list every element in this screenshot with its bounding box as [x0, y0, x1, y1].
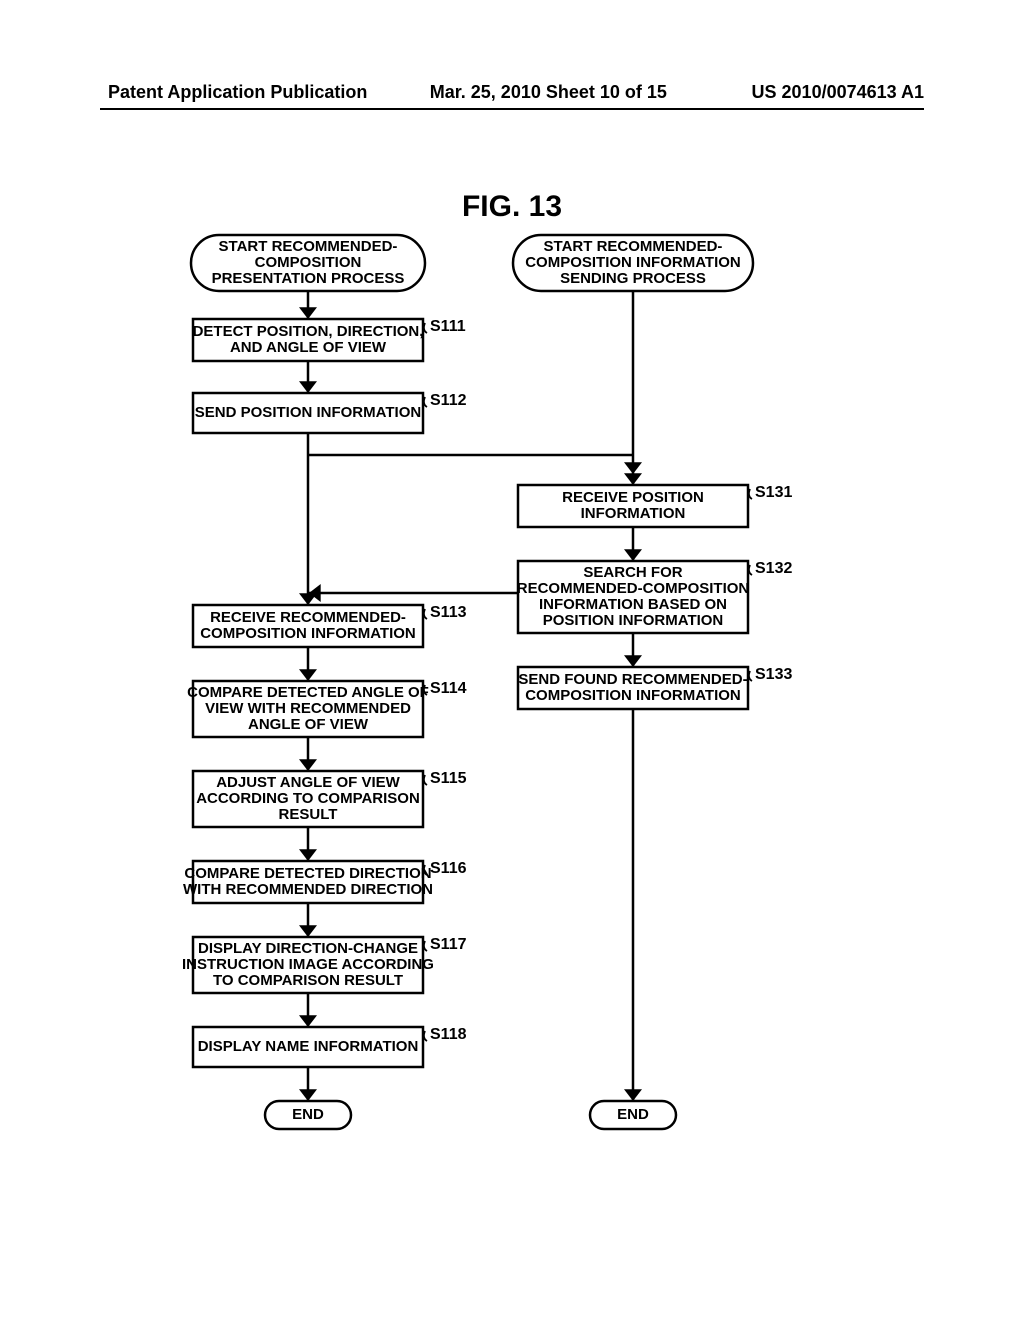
svg-text:START RECOMMENDED-: START RECOMMENDED-	[219, 238, 398, 255]
svg-text:S131: S131	[755, 484, 792, 501]
svg-text:COMPOSITION INFORMATION: COMPOSITION INFORMATION	[525, 687, 741, 704]
svg-text:RESULT: RESULT	[279, 806, 338, 823]
svg-text:DETECT POSITION, DIRECTION,: DETECT POSITION, DIRECTION,	[193, 323, 424, 340]
header-right: US 2010/0074613 A1	[752, 82, 924, 103]
svg-text:DISPLAY DIRECTION-CHANGE: DISPLAY DIRECTION-CHANGE	[198, 940, 418, 957]
header-left: Patent Application Publication	[108, 82, 430, 103]
svg-text:S115: S115	[430, 770, 467, 787]
svg-text:S113: S113	[430, 604, 467, 621]
header-mid: Mar. 25, 2010 Sheet 10 of 15	[430, 82, 752, 103]
svg-text:COMPOSITION: COMPOSITION	[255, 254, 362, 271]
svg-text:COMPARE DETECTED ANGLE OF: COMPARE DETECTED ANGLE OF	[187, 684, 429, 701]
svg-text:START RECOMMENDED-: START RECOMMENDED-	[544, 238, 723, 255]
svg-text:INFORMATION BASED ON: INFORMATION BASED ON	[539, 596, 727, 613]
svg-text:COMPARE DETECTED DIRECTION: COMPARE DETECTED DIRECTION	[184, 865, 431, 882]
svg-text:S118: S118	[430, 1026, 467, 1043]
svg-text:SEARCH FOR: SEARCH FOR	[583, 564, 682, 581]
svg-text:WITH RECOMMENDED DIRECTION: WITH RECOMMENDED DIRECTION	[183, 881, 433, 898]
svg-text:COMPOSITION INFORMATION: COMPOSITION INFORMATION	[525, 254, 741, 271]
svg-text:INFORMATION: INFORMATION	[581, 505, 686, 522]
svg-text:S114: S114	[430, 680, 467, 697]
svg-text:ADJUST ANGLE OF VIEW: ADJUST ANGLE OF VIEW	[216, 774, 400, 791]
svg-text:AND ANGLE OF VIEW: AND ANGLE OF VIEW	[230, 339, 387, 356]
header-rule	[100, 108, 924, 110]
svg-text:INSTRUCTION IMAGE ACCORDING: INSTRUCTION IMAGE ACCORDING	[182, 956, 434, 973]
svg-text:RECOMMENDED-COMPOSITION: RECOMMENDED-COMPOSITION	[517, 580, 750, 597]
svg-text:DISPLAY NAME INFORMATION: DISPLAY NAME INFORMATION	[198, 1038, 419, 1055]
svg-text:S116: S116	[430, 860, 467, 877]
svg-text:COMPOSITION INFORMATION: COMPOSITION INFORMATION	[200, 625, 416, 642]
svg-text:SEND FOUND RECOMMENDED-: SEND FOUND RECOMMENDED-	[518, 671, 747, 688]
page-header: Patent Application Publication Mar. 25, …	[0, 82, 1024, 103]
svg-text:S112: S112	[430, 392, 467, 409]
figure-title: FIG. 13	[0, 190, 1024, 224]
svg-text:PRESENTATION PROCESS: PRESENTATION PROCESS	[212, 270, 405, 287]
svg-text:S111: S111	[430, 318, 466, 335]
svg-text:END: END	[617, 1106, 649, 1123]
svg-text:S132: S132	[755, 560, 792, 577]
flowchart-svg: START RECOMMENDED-COMPOSITIONPRESENTATIO…	[108, 225, 916, 1245]
svg-text:ANGLE OF VIEW: ANGLE OF VIEW	[248, 716, 369, 733]
svg-text:POSITION INFORMATION: POSITION INFORMATION	[543, 612, 724, 629]
svg-text:SENDING PROCESS: SENDING PROCESS	[560, 270, 706, 287]
svg-text:ACCORDING TO COMPARISON: ACCORDING TO COMPARISON	[196, 790, 420, 807]
svg-text:RECEIVE RECOMMENDED-: RECEIVE RECOMMENDED-	[210, 609, 406, 626]
svg-text:S117: S117	[430, 936, 467, 953]
svg-text:END: END	[292, 1106, 324, 1123]
svg-text:S133: S133	[755, 666, 792, 683]
svg-text:SEND POSITION INFORMATION: SEND POSITION INFORMATION	[195, 404, 421, 421]
flowchart-canvas: START RECOMMENDED-COMPOSITIONPRESENTATIO…	[108, 225, 916, 1245]
svg-text:VIEW WITH RECOMMENDED: VIEW WITH RECOMMENDED	[205, 700, 411, 717]
svg-text:RECEIVE POSITION: RECEIVE POSITION	[562, 489, 704, 506]
svg-text:TO COMPARISON RESULT: TO COMPARISON RESULT	[213, 972, 403, 989]
